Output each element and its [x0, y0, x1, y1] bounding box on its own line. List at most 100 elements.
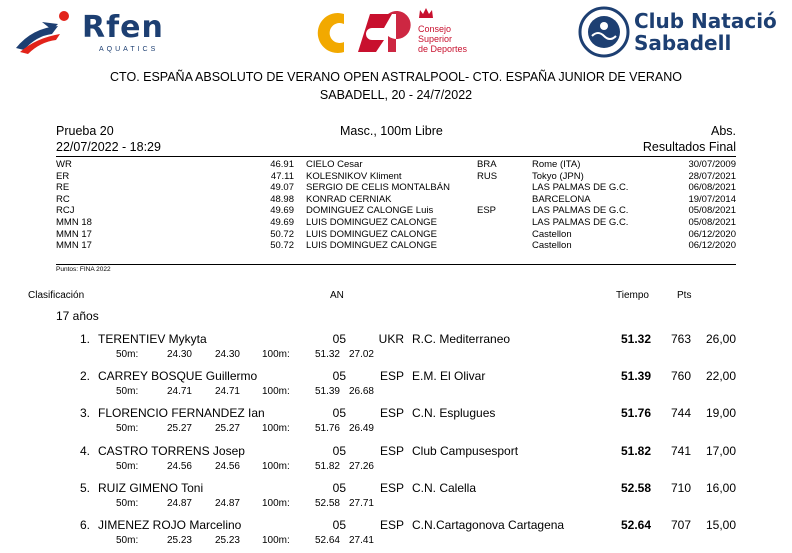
- result-rank: 6.: [79, 518, 90, 532]
- result-nation: UKR: [378, 332, 404, 346]
- record-date: 05/08/2021: [688, 205, 736, 217]
- result-swimmer-name: TERENTIEV Mykyta: [98, 332, 207, 346]
- record-time: 49.69: [270, 217, 294, 228]
- csd-logo: Consejo Superior de Deportes: [314, 6, 484, 58]
- result-nation: ESP: [379, 518, 404, 532]
- club-natacio-sabadell-logo: Club Natació Sabadell: [578, 6, 778, 58]
- split-100-cumulative: 51.39: [314, 386, 340, 398]
- result-score: 26,00: [705, 332, 736, 346]
- result-points: 707: [670, 518, 691, 532]
- col-tiempo: Tiempo: [616, 290, 649, 301]
- record-place: LAS PALMAS DE G.C.: [532, 217, 629, 228]
- result-swimmer-name: RUIZ GIMENO Toni: [98, 480, 204, 495]
- col-clasificacion: Clasificación: [28, 290, 85, 301]
- result-rank: 1.: [79, 332, 90, 346]
- result-club: E.M. El Olivar: [412, 369, 486, 384]
- result-points: 744: [670, 406, 691, 421]
- result-time: 52.64: [620, 518, 651, 532]
- split-50-cumulative: 25.27: [166, 423, 192, 435]
- split-100-label: 100m:: [262, 535, 290, 546]
- records-bottom-divider: [56, 264, 736, 265]
- record-holder: KOLESNIKOV Kliment: [306, 170, 402, 182]
- record-date: 06/12/2020: [688, 240, 736, 252]
- record-date: 06/08/2021: [688, 182, 736, 194]
- result-nation: ESP: [379, 480, 404, 495]
- split-100-lap: 26.68: [348, 386, 374, 398]
- csd-label: Consejo Superior de Deportes: [418, 24, 468, 54]
- csd-emblem-icon: [317, 11, 411, 53]
- result-nation: ESP: [379, 406, 404, 421]
- record-place: LAS PALMAS DE G.C.: [532, 182, 629, 194]
- split-50-cumulative: 24.87: [166, 497, 192, 509]
- split-50-label: 50m:: [116, 497, 139, 509]
- record-place: Castellon: [532, 240, 572, 252]
- result-points: 710: [670, 480, 691, 495]
- split-100-label: 100m:: [262, 460, 290, 472]
- competition-title: CTO. ESPAÑA ABSOLUTO DE VERANO OPEN ASTR…: [110, 70, 682, 84]
- rfen-logo: Rfen AQUATICS: [12, 8, 172, 54]
- result-rank: 5.: [79, 480, 90, 495]
- record-code: ER: [56, 170, 70, 182]
- record-code: MMN 18: [56, 217, 92, 228]
- result-score: 17,00: [705, 443, 736, 458]
- record-time: 49.07: [270, 182, 294, 194]
- result-time: 52.58: [620, 480, 651, 495]
- record-time: 50.72: [270, 228, 294, 240]
- split-50-cumulative: 24.71: [166, 386, 192, 398]
- record-date: 30/07/2009: [688, 159, 736, 170]
- result-swimmer-name: FLORENCIO FERNANDEZ Ian: [98, 406, 265, 421]
- record-holder: SERGIO DE CELIS MONTALBÁN: [306, 182, 450, 194]
- record-holder: LUIS DOMINGUEZ CALONGE: [306, 240, 437, 252]
- record-date: 19/07/2014: [688, 193, 736, 205]
- split-50-label: 50m:: [116, 349, 139, 360]
- points-note: Puntos: FINA 2022: [56, 266, 111, 273]
- split-100-lap: 27.71: [348, 497, 374, 509]
- result-swimmer-name: JIMENEZ ROJO Marcelino: [98, 518, 242, 532]
- split-100-lap: 27.26: [348, 460, 374, 472]
- record-place: BARCELONA: [532, 193, 591, 205]
- crown-icon: [419, 8, 433, 18]
- split-50-label: 50m:: [116, 423, 139, 435]
- result-club: C.N. Esplugues: [412, 406, 496, 421]
- result-club: C.N. Calella: [412, 480, 477, 495]
- split-50-label: 50m:: [116, 535, 139, 546]
- competition-location-date: SABADELL, 20 - 24/7/2022: [319, 88, 473, 102]
- record-place: LAS PALMAS DE G.C.: [532, 205, 629, 217]
- records-top-divider: [56, 156, 736, 157]
- split-100-label: 100m:: [262, 349, 290, 360]
- result-nation: ESP: [379, 443, 404, 458]
- record-code: RC: [56, 193, 70, 205]
- record-nation: ESP: [477, 205, 497, 217]
- result-points: 741: [670, 443, 691, 458]
- result-birth-year: 05: [332, 518, 346, 532]
- result-time: 51.76: [620, 406, 651, 421]
- result-rank: 3.: [79, 406, 90, 421]
- club-wordmark: Club Natació Sabadell: [634, 9, 777, 55]
- result-club: C.N.Cartagonova Cartagena: [412, 518, 565, 532]
- result-time: 51.32: [620, 332, 651, 346]
- record-holder: LUIS DOMINGUEZ CALONGE: [306, 217, 437, 228]
- swimmer-icon: [16, 11, 69, 54]
- result-birth-year: 05: [332, 480, 346, 495]
- split-100-label: 100m:: [262, 423, 290, 435]
- col-an: AN: [330, 290, 344, 301]
- result-swimmer-name: CARREY BOSQUE Guillermo: [98, 369, 258, 384]
- result-rank: 4.: [79, 443, 90, 458]
- result-time: 51.39: [620, 369, 651, 384]
- record-date: 06/12/2020: [688, 228, 736, 240]
- record-nation: RUS: [477, 170, 498, 182]
- record-date: 28/07/2021: [688, 170, 736, 182]
- result-points: 763: [670, 332, 691, 346]
- split-50-lap: 24.71: [214, 386, 240, 398]
- event-datetime: 22/07/2022 - 18:29: [56, 140, 161, 154]
- record-code: RCJ: [56, 205, 75, 217]
- split-50-lap: 25.27: [214, 423, 240, 435]
- split-100-cumulative: 51.82: [314, 460, 340, 472]
- record-holder: KONRAD CERNIAK: [306, 193, 392, 205]
- result-time: 51.82: [620, 443, 651, 458]
- record-nation: BRA: [477, 159, 497, 170]
- result-swimmer-name: CASTRO TORRENS Josep: [98, 443, 245, 458]
- record-code: RE: [56, 182, 70, 194]
- record-time: 50.72: [270, 240, 294, 252]
- col-pts: Pts: [677, 290, 692, 301]
